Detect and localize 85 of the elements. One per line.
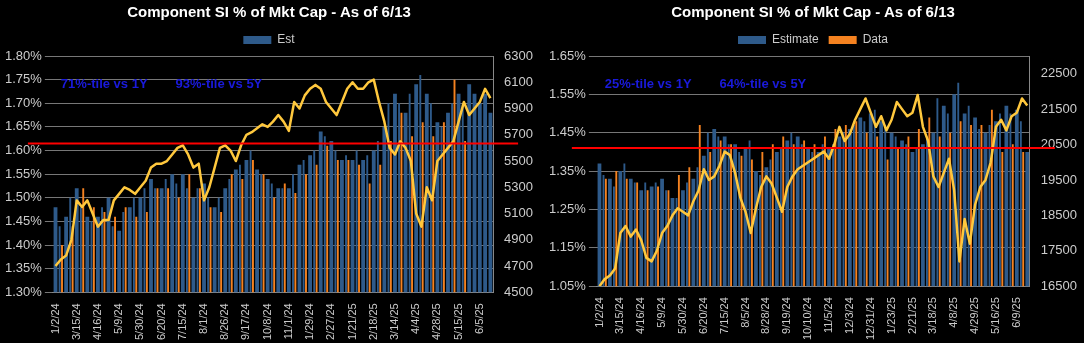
annotation: 71%-tile vs 1Y xyxy=(60,76,148,92)
y-tick-label: 1.15% xyxy=(548,239,587,255)
y-tick-label: 1.65% xyxy=(4,118,43,134)
x-tick-label: 4/28/25 xyxy=(430,303,443,340)
x-tick-label: 6/9/25 xyxy=(1009,297,1022,328)
x-tick-label: 8/5/24 xyxy=(738,297,751,328)
x-tick-label: 5/30/24 xyxy=(675,297,688,334)
x-tick-label: 5/9/24 xyxy=(655,297,668,328)
y-tick-label: 1.45% xyxy=(4,212,43,228)
y-tick-label: 1.25% xyxy=(548,201,587,217)
legend-label: Data xyxy=(862,32,889,47)
x-tick-label: 6/5/25 xyxy=(472,303,485,334)
x-tick-label: 2/21/25 xyxy=(905,297,918,334)
x-tick-label: 12/3/24 xyxy=(842,297,855,334)
x-tick-label: 4/8/25 xyxy=(947,297,960,328)
y-tick-label: 1.55% xyxy=(548,85,587,101)
y-tick-label: 1.70% xyxy=(4,94,43,110)
y2-tick-label: 5300 xyxy=(504,178,533,194)
annotation: 64%-tile vs 5Y xyxy=(719,76,807,92)
x-tick-label: 4/29/25 xyxy=(968,297,981,334)
x-tick-label: 5/30/24 xyxy=(133,303,146,340)
y2-tick-label: 6100 xyxy=(504,73,533,89)
x-tick-label: 1/23/25 xyxy=(884,297,897,334)
x-tick-label: 4/4/25 xyxy=(409,303,422,334)
y-tick-label: 1.40% xyxy=(4,236,43,252)
y2-tick-label: 21500 xyxy=(1040,100,1078,116)
y2-tick-label: 5100 xyxy=(504,205,533,221)
x-tick-label: 3/18/25 xyxy=(926,297,939,334)
x-tick-label: 1/2/24 xyxy=(48,303,61,334)
y-tick-label: 1.65% xyxy=(548,47,587,63)
y2-tick-label: 5900 xyxy=(504,100,533,116)
legend-label: Estimate xyxy=(771,32,819,47)
x-tick-label: 3/14/25 xyxy=(387,303,400,340)
x-tick-label: 5/9/24 xyxy=(112,303,125,334)
x-tick-label: 1/21/25 xyxy=(345,303,358,340)
y2-tick-label: 22500 xyxy=(1040,65,1078,81)
y2-tick-label: 5500 xyxy=(504,152,533,168)
y-tick-label: 1.50% xyxy=(4,189,43,205)
x-tick-label: 3/15/24 xyxy=(613,297,626,334)
x-tick-label: 10/8/24 xyxy=(260,303,273,340)
x-tick-label: 2/27/24 xyxy=(324,303,337,340)
x-tick-label: 8/28/24 xyxy=(759,297,772,334)
y2-tick-label: 4700 xyxy=(504,257,533,273)
chart-title: Component SI % of Mkt Cap - As of 6/13 xyxy=(127,3,411,21)
y-tick-label: 1.55% xyxy=(4,165,43,181)
y-tick-label: 1.80% xyxy=(4,47,43,63)
y-tick-label: 1.30% xyxy=(4,283,43,299)
x-tick-label: 5/15/25 xyxy=(451,303,464,340)
x-tick-label: 9/19/24 xyxy=(780,297,793,334)
x-tick-label: 9/17/24 xyxy=(239,303,252,340)
x-tick-label: 7/15/24 xyxy=(717,297,730,334)
x-tick-label: 12/31/24 xyxy=(863,297,876,341)
y-tick-label: 1.35% xyxy=(4,260,43,276)
annotation: 93%-tile vs 5Y xyxy=(175,76,263,92)
y-tick-label: 1.75% xyxy=(4,71,43,87)
legend-label: Est xyxy=(277,32,296,47)
x-tick-label: 6/20/24 xyxy=(696,297,709,334)
x-tick-label: 7/15/24 xyxy=(175,303,188,340)
x-tick-label: 6/20/24 xyxy=(154,303,167,340)
x-tick-label: 8/26/24 xyxy=(218,303,231,340)
y-tick-label: 1.05% xyxy=(548,277,587,293)
y2-tick-label: 18500 xyxy=(1040,206,1078,222)
annotation: 25%-tile vs 1Y xyxy=(604,76,692,92)
x-tick-label: 10/10/24 xyxy=(801,297,814,341)
x-tick-label: 11/1/24 xyxy=(281,303,294,340)
y2-tick-label: 17500 xyxy=(1040,242,1078,258)
x-tick-label: 3/15/24 xyxy=(69,303,82,340)
y2-tick-label: 5700 xyxy=(504,126,533,142)
y2-tick-label: 4500 xyxy=(504,283,533,299)
y2-tick-label: 16500 xyxy=(1040,277,1078,293)
x-tick-label: 2/18/25 xyxy=(366,303,379,340)
y-tick-label: 1.35% xyxy=(548,162,587,178)
y-tick-label: 1.45% xyxy=(548,124,587,140)
x-tick-label: 8/1/24 xyxy=(197,303,210,334)
y-tick-label: 1.60% xyxy=(4,142,43,158)
x-tick-label: 4/16/24 xyxy=(90,303,103,340)
y2-tick-label: 19500 xyxy=(1040,171,1078,187)
y2-tick-label: 4900 xyxy=(504,231,533,247)
x-tick-label: 11/5/24 xyxy=(822,297,835,334)
x-tick-label: 1/29/24 xyxy=(303,303,316,340)
y2-tick-label: 6300 xyxy=(504,47,533,63)
x-tick-label: 1/2/24 xyxy=(592,297,605,328)
chart-title: Component SI % of Mkt Cap - As of 6/13 xyxy=(671,3,955,21)
x-tick-label: 4/16/24 xyxy=(634,297,647,334)
x-tick-label: 5/16/25 xyxy=(988,297,1001,334)
